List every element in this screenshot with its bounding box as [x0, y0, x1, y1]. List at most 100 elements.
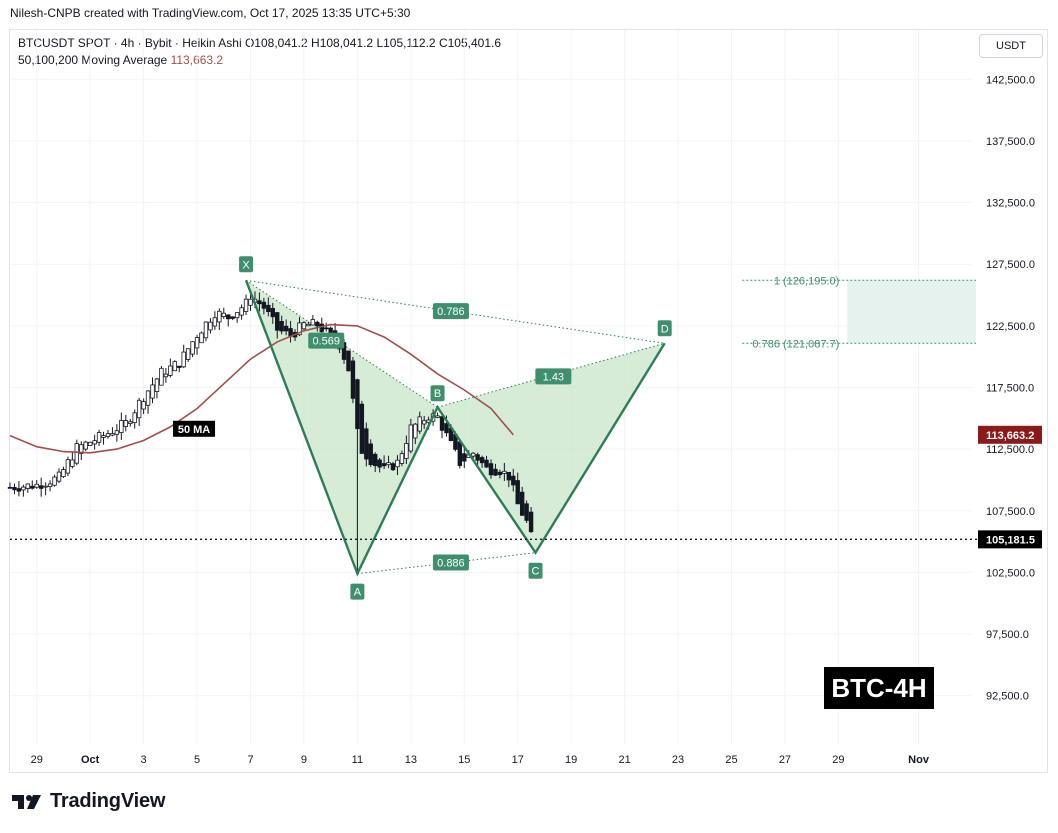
candle-body	[524, 503, 529, 521]
candle-body	[421, 420, 427, 425]
candle-body	[355, 379, 360, 430]
current-price-label: 105,181.5	[986, 534, 1035, 546]
x-tick-label: 3	[141, 754, 147, 766]
candles-group	[7, 291, 534, 574]
pattern-point-x: X	[242, 259, 250, 271]
ratio-label: 0.569	[312, 336, 340, 348]
candle-body	[172, 361, 177, 372]
x-tick-label: Nov	[908, 754, 930, 766]
candle-body	[439, 416, 445, 431]
y-tick-label: 132,500.0	[986, 198, 1035, 210]
candle-body	[61, 469, 66, 478]
ratio-label: 0.886	[437, 558, 465, 570]
ohlc-low: L105,112.2	[376, 36, 436, 50]
candle-body	[221, 312, 226, 318]
candle-body	[475, 454, 480, 461]
candle-body	[528, 511, 534, 533]
ratio-label-bg	[432, 303, 469, 320]
x-tick-label: 5	[194, 754, 200, 766]
pattern-point-bg	[350, 583, 365, 600]
candle-body	[470, 452, 476, 457]
candle-body	[350, 360, 356, 399]
pattern-ac-ratio-line	[357, 552, 536, 575]
candle-body	[248, 298, 253, 306]
candle-body	[270, 308, 275, 318]
y-tick-label: 117,500.0	[986, 383, 1034, 395]
candle-body	[136, 399, 142, 419]
candle-body	[217, 310, 222, 323]
pattern-point-a: A	[354, 587, 362, 599]
ma-tag-bg	[173, 420, 216, 437]
candle-body	[65, 459, 71, 474]
candle-body	[34, 483, 39, 488]
candle-body	[30, 485, 35, 489]
candle-body	[150, 384, 155, 399]
candle-body	[43, 485, 48, 488]
pattern-point-c: C	[532, 566, 540, 578]
candle-body	[83, 441, 88, 450]
ohlc-open: O108,041.2	[244, 36, 308, 50]
ratio-label-bg	[308, 332, 345, 349]
candle-body	[408, 424, 414, 452]
candle-body	[114, 430, 120, 435]
candle-body	[377, 459, 382, 468]
candle-body	[101, 435, 106, 438]
y-tick-label: 102,500.0	[986, 567, 1035, 579]
candle-body	[324, 327, 329, 330]
candle-body	[79, 444, 84, 454]
candle-body	[364, 428, 369, 460]
ma-legend[interactable]: 50,100,200 Moving Average 113,663.2	[18, 52, 501, 69]
tradingview-logo[interactable]: TradingView	[12, 790, 165, 813]
x-tick-label: 25	[725, 754, 737, 766]
ratio-label-bg	[535, 368, 572, 385]
candle-body	[141, 401, 146, 410]
currency-selector[interactable]: USDT	[979, 34, 1043, 58]
candle-body	[123, 420, 128, 427]
ratio-label: 1.43	[543, 371, 564, 383]
candle-body	[194, 337, 200, 349]
candle-body	[145, 390, 151, 406]
candle-body	[390, 463, 396, 471]
candle-body	[515, 480, 520, 505]
candle-body	[230, 316, 235, 319]
candle-body	[257, 300, 262, 305]
candle-body	[506, 471, 512, 481]
pattern-bcd	[437, 343, 665, 553]
candle-body	[359, 403, 365, 454]
pattern-xd-ratio-line	[245, 279, 665, 344]
candle-body	[306, 323, 311, 327]
x-tick-label: 17	[512, 754, 524, 766]
tradingview-brand: TradingView	[50, 790, 166, 812]
candle-body	[297, 322, 302, 336]
candle-body	[315, 321, 320, 327]
candle-body	[105, 433, 111, 437]
chart-tag: BTC-4H	[824, 667, 934, 709]
candle-body	[226, 314, 231, 320]
candle-body	[493, 468, 498, 476]
candle-body	[484, 459, 489, 468]
x-tick-label: 29	[832, 754, 844, 766]
candle-body	[413, 423, 418, 439]
pattern-point-bg	[239, 256, 254, 273]
ma-price-label: 113,663.2	[986, 430, 1034, 442]
pattern-point-d: D	[661, 323, 669, 335]
x-tick-label: 9	[301, 754, 307, 766]
candle-body	[462, 453, 467, 462]
candle-body	[399, 453, 405, 464]
candle-body	[444, 423, 449, 434]
candle-body	[488, 463, 494, 476]
chart-info: BTCUSDT SPOT · 4h · Bybit · Heikin Ashi …	[18, 35, 501, 69]
candle-body	[301, 322, 307, 330]
candle-body	[52, 476, 57, 486]
candle-body	[328, 327, 333, 334]
x-tick-label: 23	[672, 754, 684, 766]
ohlc-close: C105,401.6	[438, 36, 502, 50]
candle-body	[283, 325, 289, 332]
pattern-xab	[246, 280, 438, 574]
candle-body	[190, 341, 195, 355]
candle-body	[92, 440, 97, 445]
pattern-point-bg	[430, 385, 445, 402]
candle-body	[310, 319, 316, 326]
ma-price-badge	[978, 425, 1042, 444]
